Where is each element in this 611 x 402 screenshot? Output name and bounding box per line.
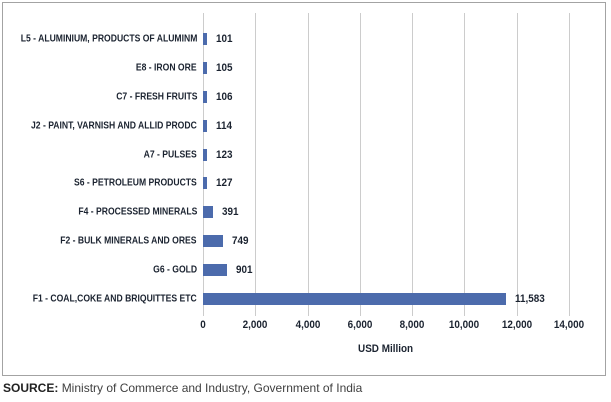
x-tick-label: 12,000 [501, 319, 532, 331]
bar-row: F2 - BULK MINERALS AND ORES 749 [3, 227, 605, 256]
value-label: 391 [222, 206, 239, 219]
chart-container: L5 - ALUMINIUM, PRODUCTS OF ALUMINM 101 E8… [2, 2, 606, 376]
category-label: J2 - PAINT, VARNISH AND ALLID PRODC [31, 120, 197, 132]
bar [203, 292, 506, 305]
value-label: 114 [216, 119, 232, 132]
gridline [412, 13, 414, 316]
x-tick-label: 10,000 [449, 319, 480, 331]
bar-row: G6 - GOLD 901 [3, 255, 605, 284]
value-label: 749 [231, 234, 249, 247]
bar [203, 206, 214, 219]
gridline [464, 13, 466, 316]
gridline [307, 13, 309, 316]
bar [203, 119, 207, 132]
value-label: 11,583 [514, 292, 545, 305]
category-label: A7 - PULSES [143, 149, 197, 161]
bar-rows: L5 - ALUMINIUM, PRODUCTS OF ALUMINM 101 E8… [3, 25, 605, 313]
bar [203, 62, 207, 75]
bar-row: F1 - COAL,COKE AND BRIQUITTES ETC 11,583 [3, 284, 605, 313]
source-text: Ministry of Commerce and Industry, Gover… [61, 381, 363, 395]
category-label: G6 - GOLD [153, 264, 197, 276]
value-label: 901 [235, 263, 253, 276]
value-label: 101 [216, 33, 233, 46]
x-tick-label: 2,000 [242, 319, 268, 331]
x-tick-label: 4,000 [295, 319, 320, 331]
bar-row: L5 - ALUMINIUM, PRODUCTS OF ALUMINM 101 [3, 25, 605, 54]
bar [203, 177, 207, 190]
source-label: SOURCE: [3, 381, 59, 395]
value-label: 127 [216, 177, 233, 190]
gridline [203, 13, 204, 316]
category-label: S6 - PETROLEUM PRODUCTS [74, 177, 197, 189]
bar-row: S6 - PETROLEUM PRODUCTS 127 [3, 169, 605, 198]
x-tick-label: 6,000 [347, 319, 373, 331]
bar [203, 263, 227, 276]
x-tick-label: 8,000 [399, 319, 425, 331]
gridline [569, 13, 570, 316]
bar-row: E8 - IRON ORE 105 [3, 54, 605, 83]
category-label: F1 - COAL,COKE AND BRIQUITTES ETC [32, 293, 197, 305]
value-label: 106 [216, 90, 233, 103]
category-label: F4 - PROCESSED MINERALS [78, 206, 197, 218]
x-axis-title-text: USD Million [358, 343, 414, 355]
bar-row: C7 - FRESH FRUITS 106 [3, 83, 605, 112]
gridline [516, 13, 518, 316]
category-label: L5 - ALUMINIUM, PRODUCTS OF ALUMINM [20, 33, 197, 45]
source-note: SOURCE: Ministry of Commerce and Industr… [3, 381, 362, 395]
x-tick-label: 0 [200, 319, 206, 331]
bar [203, 148, 207, 161]
bar [203, 90, 207, 103]
bar [203, 234, 223, 247]
gridline [359, 13, 361, 316]
category-label: E8 - IRON ORE [136, 62, 197, 74]
value-label: 105 [216, 62, 233, 75]
gridline [255, 13, 257, 316]
bar-row: F4 - PROCESSED MINERALS 391 [3, 198, 605, 227]
bar-row: A7 - PULSES 123 [3, 140, 605, 169]
bar [203, 33, 207, 46]
bar-row: J2 - PAINT, VARNISH AND ALLID PRODC 114 [3, 111, 605, 140]
x-tick-label: 14,000 [553, 319, 585, 331]
value-label: 123 [216, 148, 233, 161]
category-label: F2 - BULK MINERALS AND ORES [60, 235, 197, 247]
x-axis-title: USD Million [203, 339, 569, 357]
category-label: C7 - FRESH FRUITS [115, 91, 197, 103]
